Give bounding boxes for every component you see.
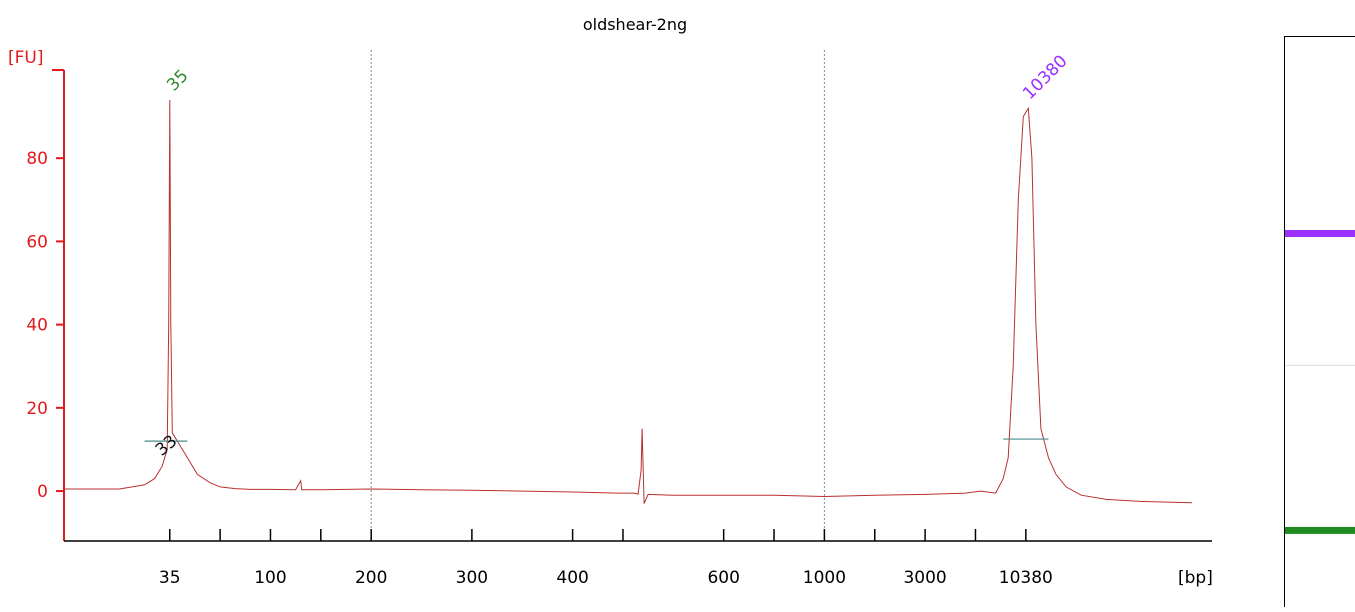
x-tick-label: 35 (159, 568, 181, 588)
x-tick-label: 300 (456, 568, 488, 588)
annotations: 33 35 10380 (144, 51, 1072, 461)
chart-title: oldshear-2ng (583, 15, 687, 34)
electropherogram-plot: oldshear-2ng [FU] [bp] 0 20 40 60 80 35 100 200… (8, 15, 1213, 588)
y-tick-label: 40 (26, 316, 48, 336)
x-tick-label: 400 (556, 568, 588, 588)
gel-lane (1284, 36, 1355, 607)
axes: 0 20 40 60 80 35 100 200 300 400 600 1000 3000 10380 (26, 69, 1212, 588)
y-tick-label: 20 (26, 399, 48, 419)
y-tick-label: 60 (26, 232, 48, 252)
region-label: 33 (152, 431, 181, 460)
gridlines (370, 50, 825, 541)
y-axis-label: [FU] (8, 48, 44, 68)
peak-label: 35 (163, 66, 192, 95)
y-tick-label: 80 (26, 149, 48, 169)
peak-label: 10380 (1019, 51, 1071, 103)
x-tick-label: 3000 (903, 568, 946, 588)
x-axis-label: [bp] (1178, 568, 1213, 588)
x-tick-label: 200 (355, 568, 387, 588)
x-tick-label: 10380 (999, 568, 1053, 588)
x-tick-label: 100 (254, 568, 286, 588)
x-tick-label: 600 (707, 568, 739, 588)
gel-band (1285, 229, 1355, 237)
trace-layer (64, 99, 1193, 504)
x-tick-label: 1000 (803, 568, 846, 588)
gel-band (1285, 526, 1355, 534)
trace-line (64, 99, 1193, 504)
gel-image (1285, 229, 1355, 534)
y-tick-label: 0 (37, 482, 48, 502)
